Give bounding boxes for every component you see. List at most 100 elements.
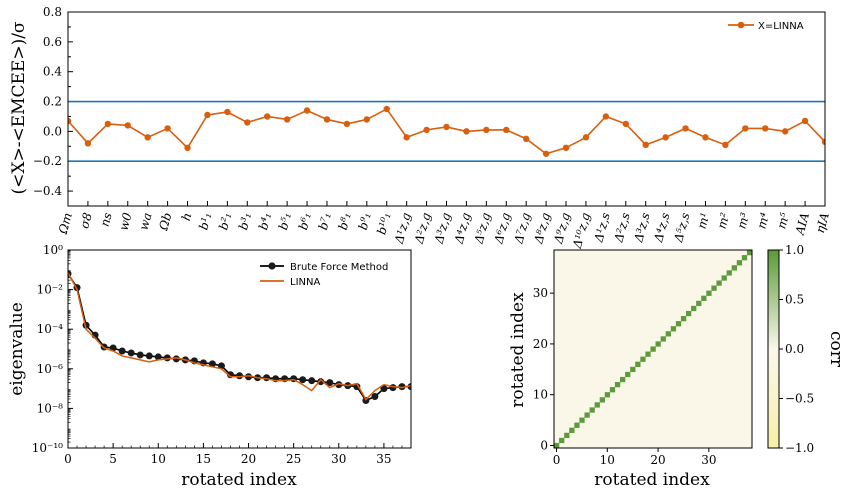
brute-force-point [127,349,135,357]
top-x-tick-label: Δ²z,g [412,211,434,246]
heatmap-diagonal-cell [721,275,727,281]
heatmap-diagonal-cell [746,250,753,256]
heatmap-cells [554,250,753,449]
linna-deviation-point [463,128,470,135]
colorbar-title: corr [826,331,843,368]
brute-force-point [217,362,225,370]
linna-deviation-point [443,123,450,131]
heatmap-diagonal-cell [589,407,595,413]
linna-deviation-point [762,125,769,132]
top-x-tick-label: m⁵ [774,211,792,230]
top-x-tick-label: b¹₁ [196,211,214,231]
brute-force-point [172,355,180,363]
br-x-tick-label: 10 [600,453,615,467]
heatmap-diagonal-cell [579,417,585,423]
bl-y-axis-title: eigenvalue [7,302,27,396]
top-y-ticks: −0.4 −0.2 0.0 0.2 0.4 0.6 0.8 [33,5,73,207]
top-x-tick-label: σ8 [77,211,95,230]
heatmap-diagonal-cell [630,366,636,373]
linna-series [68,105,825,157]
brute-force-point [245,373,253,381]
brute-force-line [68,273,411,402]
colorbar-tick-label: −1.0 [785,441,814,455]
linna-deviation-point [303,107,311,114]
brute-force-point [335,381,343,389]
top-y-axis-title: (<X>-<EMCEE>)/σ [9,21,29,194]
bl-x-tick-label: 0 [64,452,72,466]
linna-deviation-point [224,108,231,116]
bl-y-ticks: 10⁻¹⁰ 10⁻⁸ 10⁻⁶ 10⁻⁴ 10⁻² 10⁰ [32,243,73,455]
brute-force-point [118,347,126,355]
linna-deviation-point [682,125,689,132]
linna-eigen-line [68,272,411,401]
bl-y-axis-title-group: eigenvalue [7,302,27,396]
brute-force-point [154,353,162,361]
colorbar-tick-label: 0.0 [785,342,804,356]
heatmap-diagonal-cell [701,295,707,301]
heatmap-frame [553,249,753,449]
bl-x-tick-label: 15 [196,452,211,466]
top-x-tick-label: Δ⁴z,g [451,211,473,246]
br-y-tick-label: 30 [533,286,548,300]
bl-plot-frame [67,249,412,449]
br-x-tick-label: 20 [650,453,665,467]
linna-deviation-point [503,126,510,134]
heatmap-diagonal-cell [680,316,687,322]
top-x-tick-label: ns [98,211,115,228]
top-x-tick-label: Δ³z,g [432,211,454,246]
bl-x-tick-label: 35 [376,452,391,466]
legend-marker-linna [737,21,745,29]
heatmap-diagonal-cell [599,397,605,403]
linna-deviation-line [68,107,825,155]
linna-deviation-point [821,138,825,146]
heatmap-diagonal-cell [584,412,590,418]
top-x-tick-label: wa [137,211,155,231]
bl-y-tick-label: 10⁻² [37,283,64,297]
heatmap-diagonal-cell [604,392,611,398]
top-x-tick-label: Δ⁹z,g [551,211,573,246]
linna-deviation-point [184,144,191,151]
top-x-tick-label: m² [715,211,733,230]
top-x-tick-label: b²₁ [216,211,234,231]
linna-deviation-point [562,144,570,151]
top-x-tick-label: Δ¹z,g [392,211,414,246]
bl-x-tick-label: 5 [109,452,117,466]
linna-deviation-point [343,120,351,128]
top-x-ticks: Ωm σ8 ns w0 wa Ωb h b¹₁ b²₁ b³₁ b⁴₁ b⁵₁ b⁶₁ b⁷₁ b⁸₁ b⁹₁… [56,201,832,251]
linna-deviation-point [244,119,251,126]
bl-x-tick-label: 20 [241,452,256,466]
bl-x-tick-label: 25 [286,452,301,466]
linna-deviation-point [483,126,490,134]
linna-deviation-point [642,141,649,149]
top-x-tick-label: Δ³z,s [631,211,652,244]
linna-deviation-point [602,113,610,120]
eigenvalue-series [68,270,411,404]
top-legend: X=LINNA [728,21,804,32]
heatmap-diagonal-cell [645,351,651,357]
heatmap-diagonal-cell [670,326,677,332]
top-x-tick-label: b⁵₁ [276,211,294,231]
top-y-tick-label: 0.2 [43,95,62,109]
top-x-tick-label: m¹ [695,211,713,230]
bl-x-axis-title: rotated index [181,470,297,490]
top-x-tick-label: Δ⁷z,g [511,211,533,246]
top-y-tick-label: 0.6 [43,35,62,49]
heatmap-diagonal-cell [609,387,616,393]
linna-deviation-point [702,134,709,141]
bl-x-tick-label: 30 [331,452,346,466]
heatmap-diagonal-cell [559,437,565,444]
heatmap-diagonal-cell [569,427,575,433]
linna-deviation-point [84,140,92,147]
eigenvalue-panel: eigenvalue rotated index 10⁻¹⁰10⁻⁸10⁻⁶10… [7,243,412,490]
linna-deviation-point [283,116,291,123]
top-x-tick-label: ηIA [813,211,832,235]
br-y-tick-label: 10 [533,388,548,402]
brute-force-point [371,393,379,401]
heatmap-diagonal-cell [691,305,697,312]
brute-force-point [353,383,361,391]
linna-deviation-point [722,141,729,149]
br-y-ticks: 0 10 20 30 [533,286,554,452]
colorbar-tick-label: 1.0 [785,243,804,257]
heatmap-diagonal-cell [614,382,621,388]
